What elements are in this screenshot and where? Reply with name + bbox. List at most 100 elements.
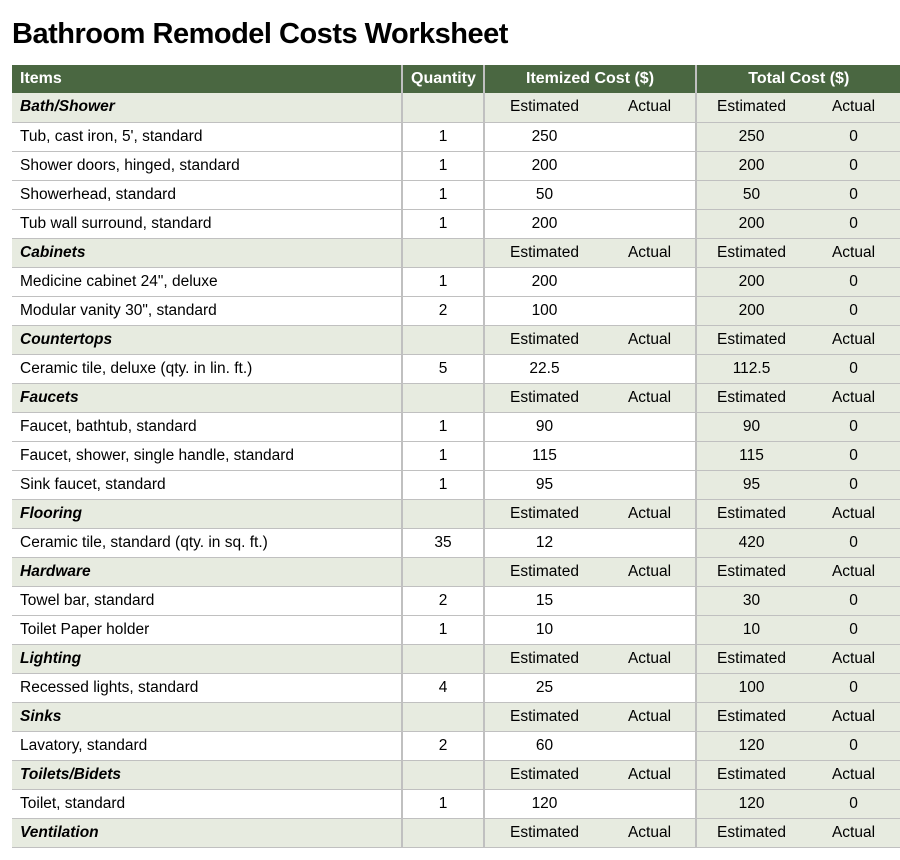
section-qty-blank: [402, 325, 484, 354]
section-name: Sinks: [12, 702, 402, 731]
item-actual-cost[interactable]: [604, 122, 696, 151]
item-description: Sink faucet, standard: [12, 470, 402, 499]
item-total-actual: 0: [806, 673, 900, 702]
item-quantity[interactable]: 2: [402, 296, 484, 325]
item-actual-cost[interactable]: [604, 528, 696, 557]
item-estimated-cost[interactable]: 12: [484, 528, 604, 557]
item-estimated-cost[interactable]: 25: [484, 673, 604, 702]
subheader-actual: Actual: [806, 760, 900, 789]
item-actual-cost[interactable]: [604, 789, 696, 818]
subheader-actual: Actual: [604, 383, 696, 412]
subheader-estimated: Estimated: [696, 644, 806, 673]
subheader-estimated: Estimated: [696, 238, 806, 267]
subheader-estimated: Estimated: [696, 499, 806, 528]
item-actual-cost[interactable]: [604, 412, 696, 441]
subheader-estimated: Estimated: [484, 818, 604, 847]
item-description: Tub wall surround, standard: [12, 209, 402, 238]
item-total-estimated: 250: [696, 122, 806, 151]
table-row: Modular vanity 30", standard21002000: [12, 296, 900, 325]
section-qty-blank: [402, 238, 484, 267]
item-quantity[interactable]: 1: [402, 151, 484, 180]
section-header-row: FlooringEstimatedActualEstimatedActual: [12, 499, 900, 528]
section-header-row: VentilationEstimatedActualEstimatedActua…: [12, 818, 900, 847]
subheader-actual: Actual: [604, 557, 696, 586]
subheader-estimated: Estimated: [484, 557, 604, 586]
section-name: Countertops: [12, 325, 402, 354]
subheader-estimated: Estimated: [696, 818, 806, 847]
item-total-estimated: 120: [696, 789, 806, 818]
subheader-actual: Actual: [806, 238, 900, 267]
item-quantity[interactable]: 1: [402, 441, 484, 470]
table-row: Toilet Paper holder110100: [12, 615, 900, 644]
item-quantity[interactable]: 2: [402, 731, 484, 760]
section-header-row: CabinetsEstimatedActualEstimatedActual: [12, 238, 900, 267]
item-estimated-cost[interactable]: 95: [484, 470, 604, 499]
item-quantity[interactable]: 1: [402, 209, 484, 238]
item-quantity[interactable]: 1: [402, 267, 484, 296]
subheader-actual: Actual: [604, 818, 696, 847]
item-estimated-cost[interactable]: 22.5: [484, 354, 604, 383]
header-items: Items: [12, 65, 402, 93]
item-actual-cost[interactable]: [604, 586, 696, 615]
item-actual-cost[interactable]: [604, 470, 696, 499]
item-quantity[interactable]: 1: [402, 789, 484, 818]
item-actual-cost[interactable]: [604, 151, 696, 180]
item-quantity[interactable]: 2: [402, 586, 484, 615]
table-row: Showerhead, standard150500: [12, 180, 900, 209]
item-estimated-cost[interactable]: 10: [484, 615, 604, 644]
item-quantity[interactable]: 1: [402, 412, 484, 441]
item-estimated-cost[interactable]: 115: [484, 441, 604, 470]
item-estimated-cost[interactable]: 200: [484, 151, 604, 180]
subheader-actual: Actual: [806, 818, 900, 847]
table-row: Faucet, shower, single handle, standard1…: [12, 441, 900, 470]
subheader-estimated: Estimated: [484, 644, 604, 673]
item-actual-cost[interactable]: [604, 673, 696, 702]
item-quantity[interactable]: 1: [402, 470, 484, 499]
section-name: Hardware: [12, 557, 402, 586]
item-estimated-cost[interactable]: 100: [484, 296, 604, 325]
item-estimated-cost[interactable]: 50: [484, 180, 604, 209]
item-estimated-cost[interactable]: 200: [484, 209, 604, 238]
item-total-actual: 0: [806, 209, 900, 238]
section-qty-blank: [402, 702, 484, 731]
item-actual-cost[interactable]: [604, 180, 696, 209]
item-quantity[interactable]: 1: [402, 615, 484, 644]
item-estimated-cost[interactable]: 200: [484, 267, 604, 296]
item-estimated-cost[interactable]: 15: [484, 586, 604, 615]
item-estimated-cost[interactable]: 250: [484, 122, 604, 151]
cost-worksheet-table: Items Quantity Itemized Cost ($) Total C…: [12, 65, 900, 848]
item-quantity[interactable]: 5: [402, 354, 484, 383]
item-actual-cost[interactable]: [604, 209, 696, 238]
item-total-actual: 0: [806, 354, 900, 383]
subheader-estimated: Estimated: [484, 383, 604, 412]
item-actual-cost[interactable]: [604, 731, 696, 760]
item-actual-cost[interactable]: [604, 615, 696, 644]
subheader-actual: Actual: [604, 325, 696, 354]
header-itemized-cost: Itemized Cost ($): [484, 65, 696, 93]
item-estimated-cost[interactable]: 120: [484, 789, 604, 818]
item-estimated-cost[interactable]: 60: [484, 731, 604, 760]
section-header-row: CountertopsEstimatedActualEstimatedActua…: [12, 325, 900, 354]
item-quantity[interactable]: 1: [402, 122, 484, 151]
item-total-actual: 0: [806, 151, 900, 180]
table-row: Tub wall surround, standard12002000: [12, 209, 900, 238]
item-quantity[interactable]: 35: [402, 528, 484, 557]
subheader-actual: Actual: [806, 499, 900, 528]
item-actual-cost[interactable]: [604, 267, 696, 296]
item-quantity[interactable]: 4: [402, 673, 484, 702]
section-header-row: HardwareEstimatedActualEstimatedActual: [12, 557, 900, 586]
table-row: Ceramic tile, standard (qty. in sq. ft.)…: [12, 528, 900, 557]
item-actual-cost[interactable]: [604, 441, 696, 470]
subheader-actual: Actual: [604, 702, 696, 731]
table-row: Medicine cabinet 24", deluxe12002000: [12, 267, 900, 296]
item-quantity[interactable]: 1: [402, 180, 484, 209]
subheader-estimated: Estimated: [696, 557, 806, 586]
item-estimated-cost[interactable]: 90: [484, 412, 604, 441]
item-total-estimated: 30: [696, 586, 806, 615]
table-row: Tub, cast iron, 5', standard12502500: [12, 122, 900, 151]
subheader-estimated: Estimated: [696, 383, 806, 412]
item-actual-cost[interactable]: [604, 354, 696, 383]
item-actual-cost[interactable]: [604, 296, 696, 325]
item-total-actual: 0: [806, 586, 900, 615]
subheader-actual: Actual: [604, 760, 696, 789]
